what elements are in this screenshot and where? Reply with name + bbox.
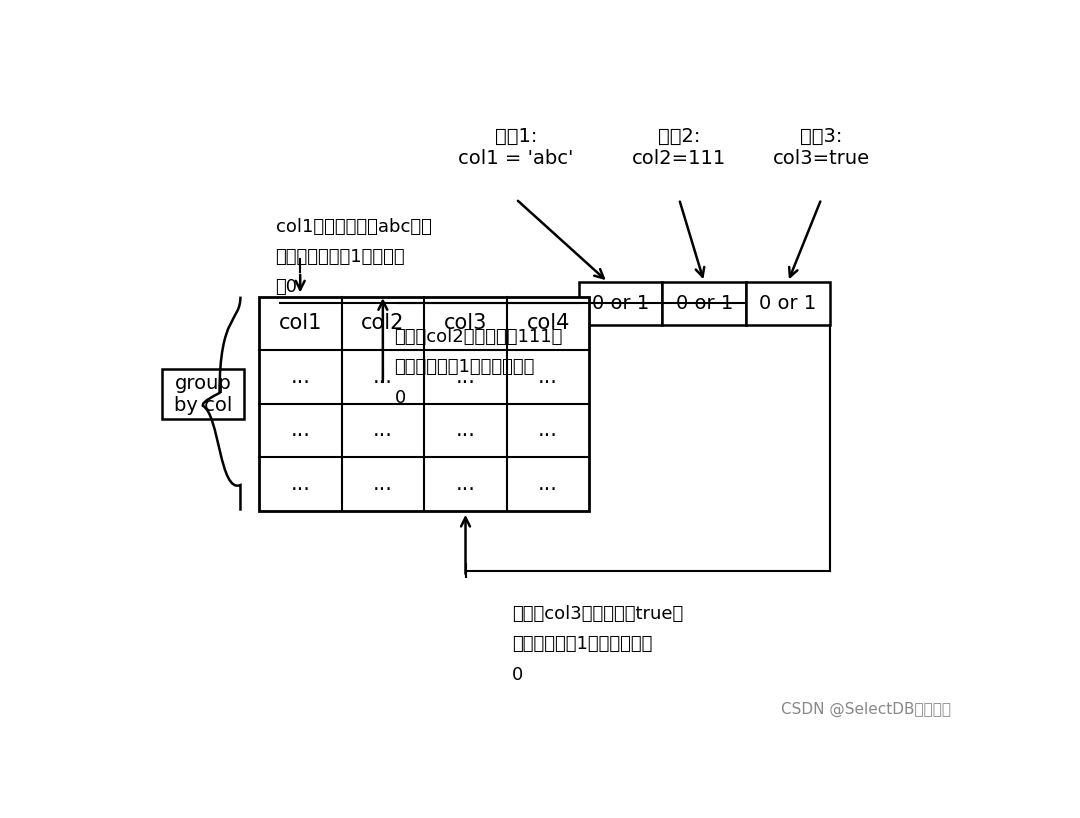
Text: col3: col3: [444, 313, 487, 333]
Text: 0 or 1: 0 or 1: [759, 294, 816, 313]
Text: col1: col1: [279, 313, 322, 333]
Text: group
by col: group by col: [174, 374, 232, 415]
Text: ...: ...: [291, 474, 310, 494]
Bar: [746, 282, 829, 325]
Text: ...: ...: [373, 367, 393, 387]
Text: ...: ...: [456, 367, 475, 387]
Bar: [662, 282, 746, 325]
Text: 0 or 1: 0 or 1: [592, 294, 649, 313]
Text: ...: ...: [291, 367, 310, 387]
Text: ...: ...: [373, 420, 393, 440]
Text: ...: ...: [538, 420, 558, 440]
Text: col4: col4: [526, 313, 570, 333]
Text: ...: ...: [291, 420, 310, 440]
Text: ...: ...: [456, 420, 475, 440]
Text: 有则该位置返回1，否则返: 有则该位置返回1，否则返: [275, 248, 405, 266]
Text: 0 or 1: 0 or 1: [675, 294, 733, 313]
Bar: [259, 297, 590, 510]
Text: ...: ...: [538, 474, 558, 494]
Text: ...: ...: [373, 474, 393, 494]
Text: ...: ...: [538, 367, 558, 387]
Text: col2: col2: [361, 313, 405, 333]
Text: 回0: 回0: [275, 278, 298, 296]
Text: 0: 0: [512, 666, 523, 684]
Text: 0: 0: [394, 389, 406, 407]
Bar: [162, 369, 244, 420]
Text: 值，有则返回1，没有则返回: 值，有则返回1，没有则返回: [512, 636, 652, 654]
Text: CSDN @SelectDB技术团队: CSDN @SelectDB技术团队: [781, 702, 951, 717]
Text: 同上，col2是否有等于111的: 同上，col2是否有等于111的: [394, 328, 563, 346]
Text: 条件3:
col3=true: 条件3: col3=true: [773, 127, 869, 168]
Text: 条件2:
col2=111: 条件2: col2=111: [632, 127, 726, 168]
Text: ...: ...: [456, 474, 475, 494]
Text: col1中是否有等于abc的，: col1中是否有等于abc的，: [275, 218, 432, 236]
Text: 值，有则返回1，没有则返回: 值，有则返回1，没有则返回: [394, 358, 535, 376]
Text: 同上，col3是否有等于true的: 同上，col3是否有等于true的: [512, 605, 683, 623]
Bar: [579, 282, 662, 325]
Text: 条件1:
col1 = 'abc': 条件1: col1 = 'abc': [458, 127, 573, 168]
